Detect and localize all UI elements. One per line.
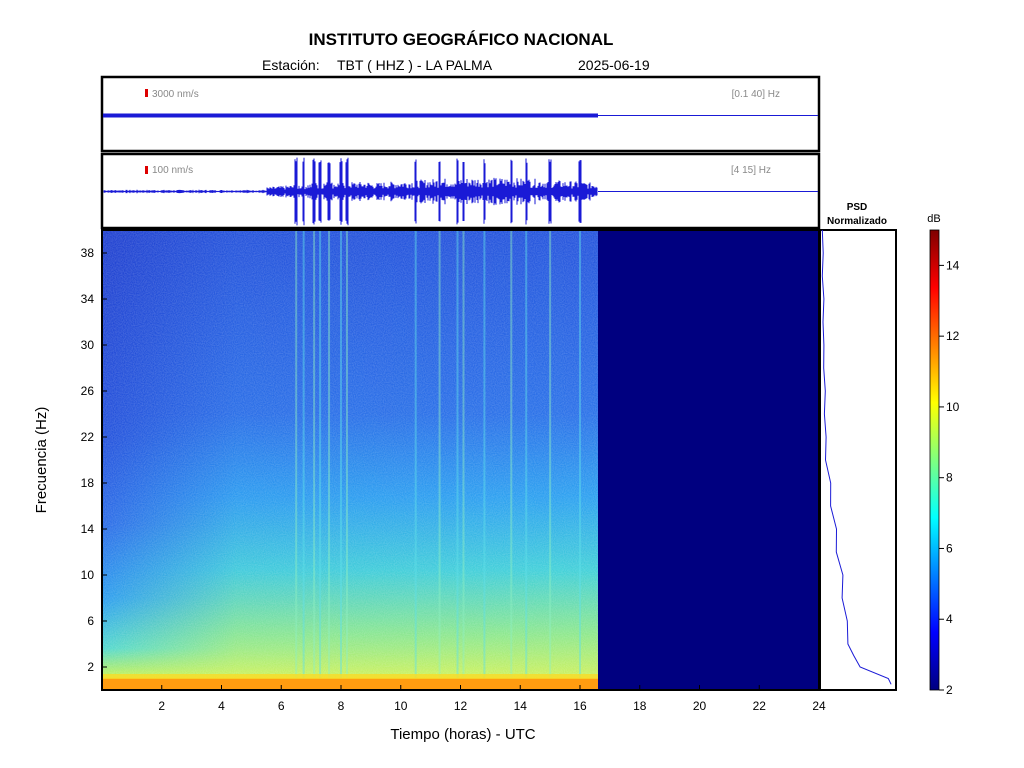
date-label: 2025-06-19 (578, 57, 650, 73)
colorbar (929, 229, 940, 691)
psd-subtitle: Normalizado (827, 216, 887, 227)
colorbar-tick-label: 8 (946, 471, 953, 485)
trace-scale-label: 3000 nm/s (152, 89, 199, 100)
spectrogram-transient (313, 230, 316, 690)
spectrogram-transient (483, 230, 486, 690)
low-frequency-band (102, 678, 598, 690)
x-tick-label: 24 (812, 699, 826, 713)
trace-band-label: [4 15] Hz (731, 165, 771, 176)
x-tick-label: 10 (394, 699, 408, 713)
spectrogram (102, 230, 819, 690)
spectrogram-transient (510, 230, 513, 690)
spectrogram-transient (328, 230, 331, 690)
x-tick-label: 6 (278, 699, 285, 713)
psd-curve (821, 229, 892, 685)
psd-panel-frame (819, 229, 897, 691)
trace-waveform (103, 157, 598, 226)
colorbar-unit: dB (927, 213, 940, 225)
y-tick-label: 18 (81, 476, 95, 490)
colorbar-tick-label: 10 (946, 400, 960, 414)
station-prefix-label: Estación: (262, 57, 320, 73)
colorbar-tick-label: 2 (946, 683, 953, 697)
y-tick-label: 10 (81, 568, 95, 582)
station-label: TBT ( HHZ ) - LA PALMA (337, 57, 493, 73)
x-tick-label: 2 (158, 699, 165, 713)
y-tick-label: 34 (81, 292, 95, 306)
trace-scale-label: 100 nm/s (152, 165, 193, 176)
spectrogram-transient (295, 230, 298, 690)
x-tick-label: 22 (753, 699, 767, 713)
spectrogram-transient (456, 230, 459, 690)
x-tick-label: 18 (633, 699, 647, 713)
scale-marker-icon (145, 89, 148, 97)
colorbar-tick-label: 6 (946, 541, 953, 555)
spectrogram-transient (345, 230, 348, 690)
scale-marker-icon (145, 166, 148, 174)
colorbar-tick-label: 4 (946, 612, 953, 626)
y-axis-label: Frecuencia (Hz) (33, 407, 50, 514)
spectrogram-transient (438, 230, 441, 690)
spectrogram-transient (525, 230, 528, 690)
x-tick-label: 12 (454, 699, 468, 713)
y-tick-label: 26 (81, 384, 95, 398)
trace-panel-filtered: 100 nm/s [4 15] Hz (100, 152, 821, 230)
spectrogram-transient (340, 230, 342, 690)
x-tick-label: 20 (693, 699, 707, 713)
low-frequency-edge (102, 674, 598, 679)
spectrogram-transient (414, 230, 417, 690)
y-tick-label: 22 (81, 430, 95, 444)
spectrogram-transient (462, 230, 465, 690)
x-tick-label: 4 (218, 699, 225, 713)
x-axis-label: Tiempo (horas) - UTC (390, 726, 535, 743)
no-data-region (598, 230, 819, 690)
x-tick-label: 16 (573, 699, 587, 713)
x-tick-label: 8 (338, 699, 345, 713)
trace-panel-broadband: 3000 nm/s [0.1 40] Hz (100, 75, 821, 153)
colorbar-axis: 2 4 6 8 10 12 14 (939, 258, 960, 697)
colorbar-tick-label: 14 (946, 258, 960, 272)
spectrogram-transient (302, 230, 305, 690)
y-tick-label: 38 (81, 246, 95, 260)
y-tick-label: 2 (87, 660, 94, 674)
spectrogram-noise-texture (102, 230, 598, 690)
spectrogram-transient (319, 230, 322, 690)
colorbar-tick-label: 12 (946, 329, 960, 343)
x-axis: 2 4 6 8 10 12 14 16 18 20 22 24 (158, 685, 826, 713)
trace-band-label: [0.1 40] Hz (732, 89, 780, 100)
x-tick-label: 14 (514, 699, 528, 713)
y-tick-label: 30 (81, 338, 95, 352)
trace-waveform (103, 113, 598, 118)
figure-title: INSTITUTO GEOGRÁFICO NACIONAL (309, 30, 614, 49)
y-tick-label: 6 (87, 614, 94, 628)
y-tick-label: 14 (81, 522, 95, 536)
psd-title: PSD (847, 202, 868, 213)
spectrogram-transient (579, 230, 581, 690)
spectrogram-transient (549, 230, 552, 690)
